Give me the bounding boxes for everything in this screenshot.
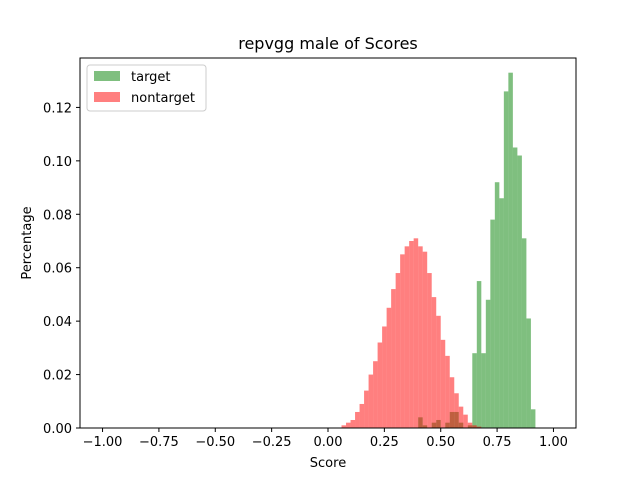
x-tick-label: 0.25: [370, 435, 399, 450]
nontarget-bar: [400, 254, 405, 428]
nontarget-bar: [373, 361, 378, 428]
target-bar: [494, 182, 500, 428]
ticks-layer: −1.00 −0.75 −0.50 −0.25 0.00 0.25 0.50 0.75 1.00…: [43, 101, 568, 450]
nontarget-bar: [404, 246, 410, 428]
y-tick-label: 0.12: [43, 101, 72, 116]
nontarget-bar: [364, 390, 369, 428]
nontarget-bar: [391, 289, 396, 428]
x-tick-label: 1.00: [539, 435, 568, 450]
nontarget-bar: [409, 241, 414, 428]
legend-label-nontarget: nontarget: [131, 91, 195, 106]
nontarget-bar: [386, 307, 392, 428]
target-bar: [521, 238, 527, 428]
target-bar: [526, 318, 531, 428]
nontarget-bar: [454, 393, 459, 428]
nontarget-bar: [422, 251, 428, 428]
legend-label-target: target: [131, 70, 171, 85]
y-tick-label: 0.08: [43, 208, 72, 223]
target-bar: [476, 281, 482, 428]
x-tick-label: −0.75: [139, 435, 179, 450]
target-bar: [530, 409, 536, 428]
nontarget-bar: [346, 422, 351, 428]
legend: target nontarget: [86, 64, 207, 112]
nontarget-bar: [440, 339, 446, 428]
nontarget-bar: [445, 355, 450, 428]
target-bar: [485, 299, 491, 428]
nontarget-bar: [476, 426, 482, 428]
nontarget-bar: [341, 425, 347, 428]
target-bar: [503, 91, 509, 428]
nontarget-bar: [458, 406, 464, 428]
target-bar: [512, 147, 518, 429]
target-bar: [481, 353, 486, 428]
target-bar: [499, 198, 504, 428]
nontarget-bar: [467, 422, 473, 428]
y-axis-label: Percentage: [20, 206, 35, 279]
nontarget-bar: [431, 297, 437, 428]
nontarget-bar: [436, 315, 441, 428]
nontarget-bar: [350, 419, 356, 428]
y-tick-label: 0.02: [43, 369, 72, 384]
y-tick-label: 0.06: [43, 262, 72, 277]
x-axis-label: Score: [310, 456, 346, 471]
x-tick-label: −0.50: [195, 435, 235, 450]
nontarget-bar: [418, 246, 423, 428]
x-tick-label: 0.00: [314, 435, 343, 450]
x-tick-label: 0.50: [426, 435, 455, 450]
nontarget-bar: [427, 273, 432, 428]
legend-swatch-nontarget: [94, 92, 120, 102]
nontarget-bar: [359, 403, 365, 428]
chart-title: repvgg male of Scores: [238, 34, 418, 53]
target-bar: [472, 353, 477, 428]
nontarget-bar: [463, 414, 468, 428]
nontarget-bar: [382, 326, 387, 428]
x-tick-label: −1.00: [83, 435, 123, 450]
bars-layer: [341, 72, 536, 429]
target-bar: [490, 219, 495, 428]
nontarget-bar: [395, 273, 401, 428]
y-tick-label: 0.04: [43, 315, 72, 330]
x-tick-label: −0.25: [252, 435, 292, 450]
x-tick-label: 0.75: [483, 435, 512, 450]
legend-swatch-target: [94, 71, 120, 81]
nontarget-bar: [449, 377, 455, 428]
nontarget-bar: [355, 411, 360, 428]
nontarget-bar: [377, 342, 383, 428]
nontarget-bar: [413, 238, 419, 428]
nontarget-bar: [368, 374, 374, 428]
nontarget-bar: [472, 425, 477, 428]
target-bar: [517, 155, 522, 428]
target-bar: [508, 72, 513, 428]
y-tick-label: 0.10: [43, 155, 72, 170]
y-tick-label: 0.00: [43, 422, 72, 437]
